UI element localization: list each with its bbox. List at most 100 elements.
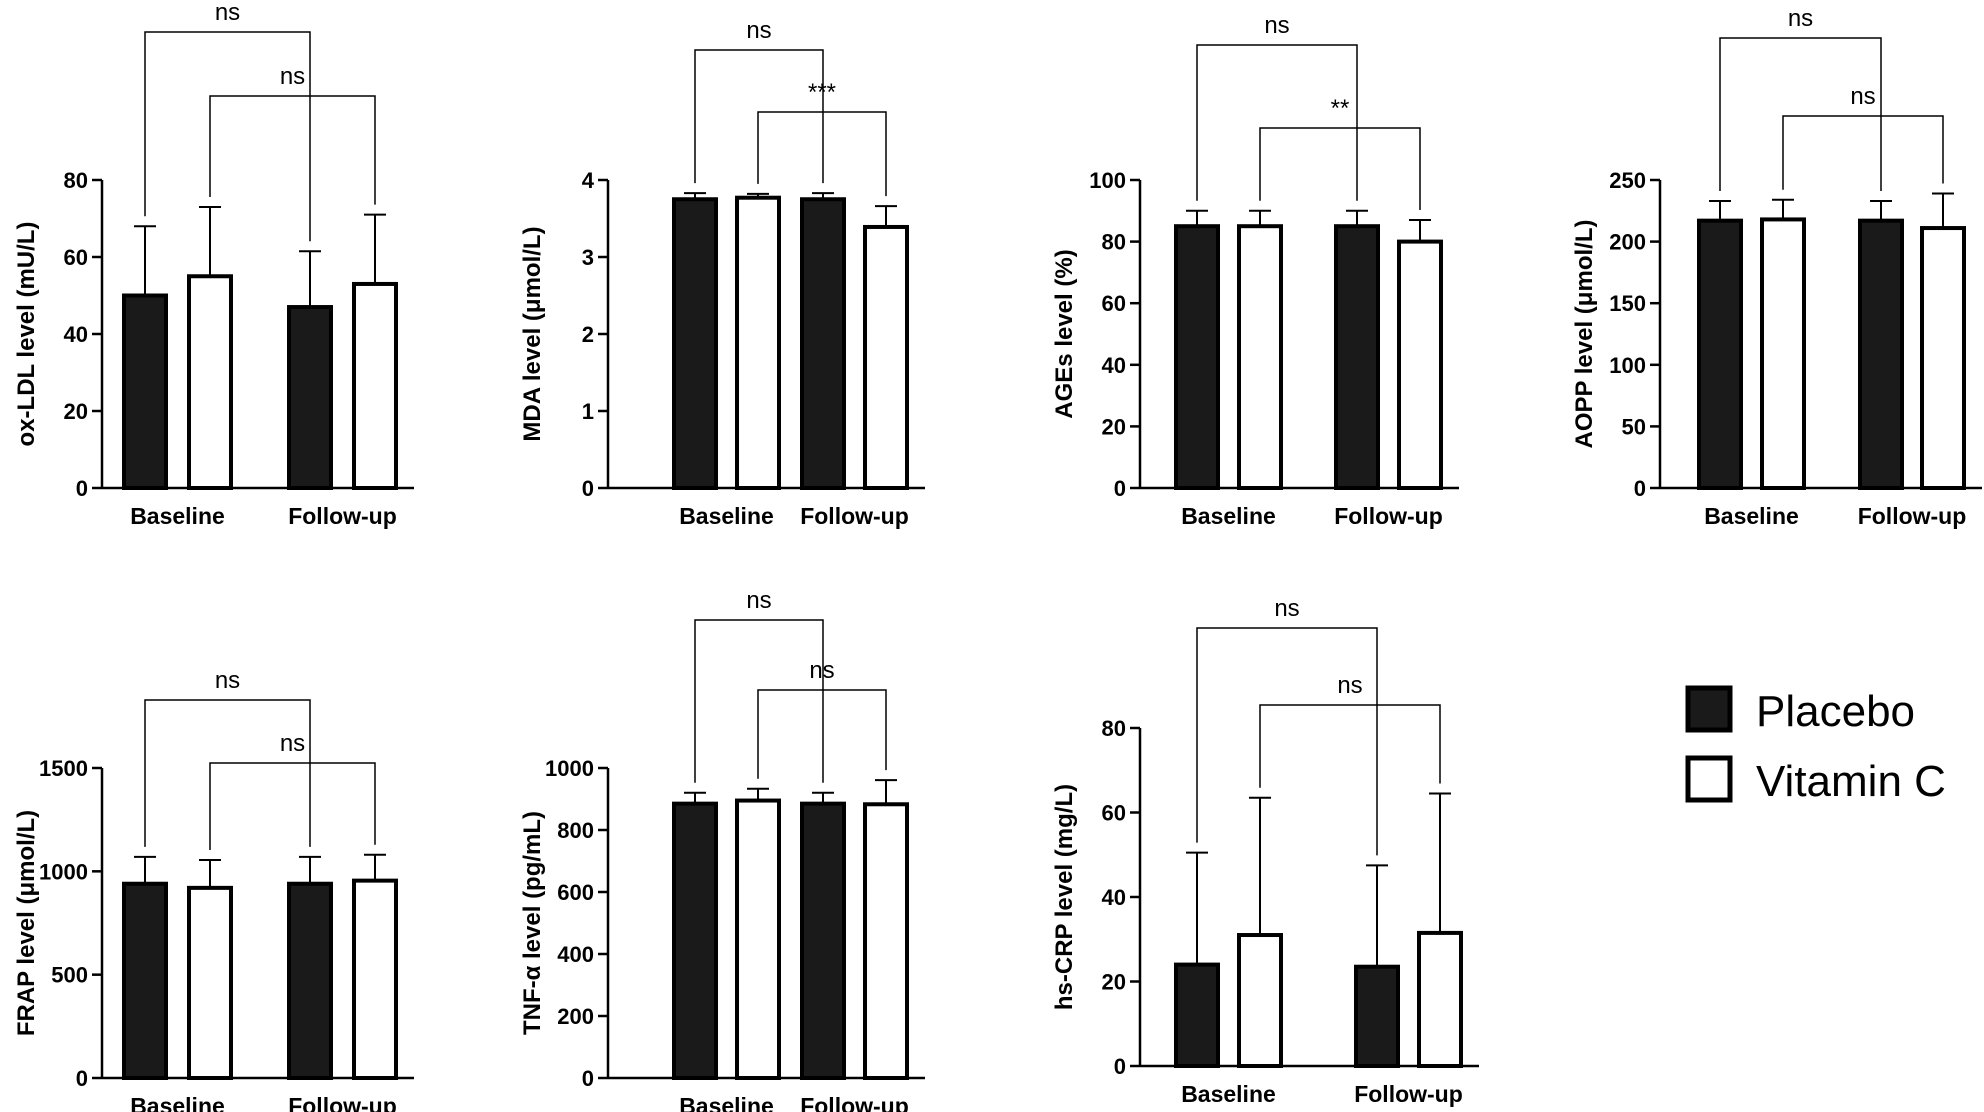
category-label: Follow-up <box>800 503 909 529</box>
category-label: Baseline <box>1181 503 1276 529</box>
y-tick-label: 80 <box>1102 716 1126 741</box>
category-label: Baseline <box>679 1093 774 1112</box>
bar-vitamin-c-baseline <box>735 798 781 1080</box>
y-axis-label: MDA level (μmol/L) <box>519 226 546 441</box>
bar-placebo-follow-up <box>800 801 846 1081</box>
significance-bracket <box>144 699 311 847</box>
y-axis-label: AGEs level (%) <box>1051 249 1078 418</box>
significance-bracket <box>1259 704 1441 788</box>
significance-bracket <box>694 619 824 783</box>
significance-bracket <box>694 49 824 184</box>
y-tick-label: 60 <box>1102 291 1126 316</box>
legend-swatch-placebo <box>1685 685 1733 733</box>
legend-swatch-vitamin-c <box>1685 755 1733 803</box>
category-label: Follow-up <box>288 503 397 529</box>
significance-label: ns <box>280 730 305 757</box>
significance-label: ns <box>1274 595 1299 622</box>
chart-panel-1: 0 20 40 60 80 ox-LDL level (mU/L) Baseline Foll… <box>13 0 414 529</box>
y-tick-label: 400 <box>557 942 594 967</box>
y-tick-label: 20 <box>1102 970 1126 995</box>
category-label: Baseline <box>679 503 774 529</box>
bar-vitamin-c-follow-up <box>1397 239 1443 490</box>
significance-bracket <box>1782 115 1944 190</box>
significance-bracket <box>209 95 376 205</box>
significance-label: ns <box>215 0 240 26</box>
chart-panel-5: 0 500 1000 1500 FRAP level (μmol/L) Baseline F… <box>13 667 414 1112</box>
category-label: Baseline <box>1181 1081 1276 1107</box>
bar-vitamin-c-baseline <box>187 274 233 490</box>
significance-label: ns <box>746 587 771 614</box>
significance-bracket <box>757 689 887 779</box>
y-tick-label: 4 <box>582 168 595 193</box>
category-label: Follow-up <box>288 1093 397 1112</box>
y-tick-label: 40 <box>64 322 88 347</box>
y-tick-label: 500 <box>51 963 88 988</box>
category-label: Follow-up <box>1354 1081 1463 1107</box>
y-tick-label: 60 <box>64 245 88 270</box>
y-tick-label: 600 <box>557 880 594 905</box>
significance-bracket <box>757 111 887 197</box>
significance-bracket <box>1719 37 1882 191</box>
chart-panel-4: 0 50 100 150 200 250 AOPP level (μmol/L) Baseli… <box>1571 5 1982 529</box>
y-tick-label: 40 <box>1102 353 1126 378</box>
bar-placebo-follow-up <box>800 197 846 490</box>
bar-placebo-follow-up <box>1354 964 1400 1069</box>
significance-label: ns <box>809 657 834 684</box>
category-label: Baseline <box>130 1093 225 1112</box>
bar-vitamin-c-baseline <box>735 195 781 491</box>
bar-placebo-baseline <box>1174 962 1220 1068</box>
bar-vitamin-c-baseline <box>1237 933 1283 1069</box>
significance-bracket <box>144 31 311 242</box>
bar-vitamin-c-follow-up <box>1417 930 1463 1068</box>
bar-vitamin-c-follow-up <box>352 878 398 1081</box>
chart-panel-3: 0 20 40 60 80 100 AGEs level (%) Baseline Follow… <box>1051 12 1459 529</box>
y-tick-label: 800 <box>557 818 594 843</box>
significance-label: ns <box>1788 5 1813 32</box>
y-tick-label: 1500 <box>39 756 88 781</box>
y-tick-label: 50 <box>1622 414 1646 439</box>
y-tick-label: 100 <box>1089 168 1126 193</box>
significance-label: *** <box>808 79 836 106</box>
bar-placebo-baseline <box>1174 224 1220 490</box>
bar-vitamin-c-baseline <box>1760 217 1806 490</box>
y-axis-label: FRAP level (μmol/L) <box>13 810 40 1036</box>
category-label: Follow-up <box>1858 503 1967 529</box>
y-tick-label: 1 <box>582 399 594 424</box>
significance-bracket <box>1259 127 1421 211</box>
y-tick-label: 200 <box>1609 230 1646 255</box>
bar-placebo-follow-up <box>287 305 333 490</box>
y-tick-label: 1000 <box>39 859 88 884</box>
y-tick-label: 20 <box>1102 414 1126 439</box>
category-label: Baseline <box>130 503 225 529</box>
y-tick-label: 0 <box>1114 1054 1126 1079</box>
y-axis-label: ox-LDL level (mU/L) <box>13 222 40 447</box>
bar-vitamin-c-follow-up <box>863 802 909 1081</box>
y-tick-label: 20 <box>64 399 88 424</box>
y-tick-label: 0 <box>1634 476 1646 501</box>
y-axis-label: TNF-α level (pg/mL) <box>519 811 546 1035</box>
category-label: Follow-up <box>1334 503 1443 529</box>
bar-vitamin-c-baseline <box>1237 224 1283 490</box>
significance-label: ns <box>1850 83 1875 110</box>
y-tick-label: 2 <box>582 322 594 347</box>
chart-panel-7: 0 20 40 60 80 hs-CRP level (mg/L) Baseline Foll… <box>1051 595 1479 1107</box>
y-tick-label: 0 <box>582 1066 594 1091</box>
y-tick-label: 1000 <box>545 756 594 781</box>
significance-label: ns <box>1264 12 1289 39</box>
bar-vitamin-c-follow-up <box>1920 226 1966 490</box>
y-tick-label: 0 <box>76 476 88 501</box>
legend-label: Vitamin C <box>1756 757 1946 806</box>
y-tick-label: 40 <box>1102 885 1126 910</box>
y-tick-label: 80 <box>64 168 88 193</box>
bar-placebo-baseline <box>672 197 718 490</box>
y-tick-label: 0 <box>582 476 594 501</box>
bar-vitamin-c-baseline <box>187 885 233 1080</box>
y-tick-label: 250 <box>1609 168 1646 193</box>
bar-placebo-follow-up <box>1858 218 1904 490</box>
bar-vitamin-c-follow-up <box>863 224 909 490</box>
significance-label: ns <box>1337 672 1362 699</box>
bar-placebo-baseline <box>122 293 168 490</box>
y-tick-label: 60 <box>1102 801 1126 826</box>
significance-label: ns <box>215 667 240 694</box>
